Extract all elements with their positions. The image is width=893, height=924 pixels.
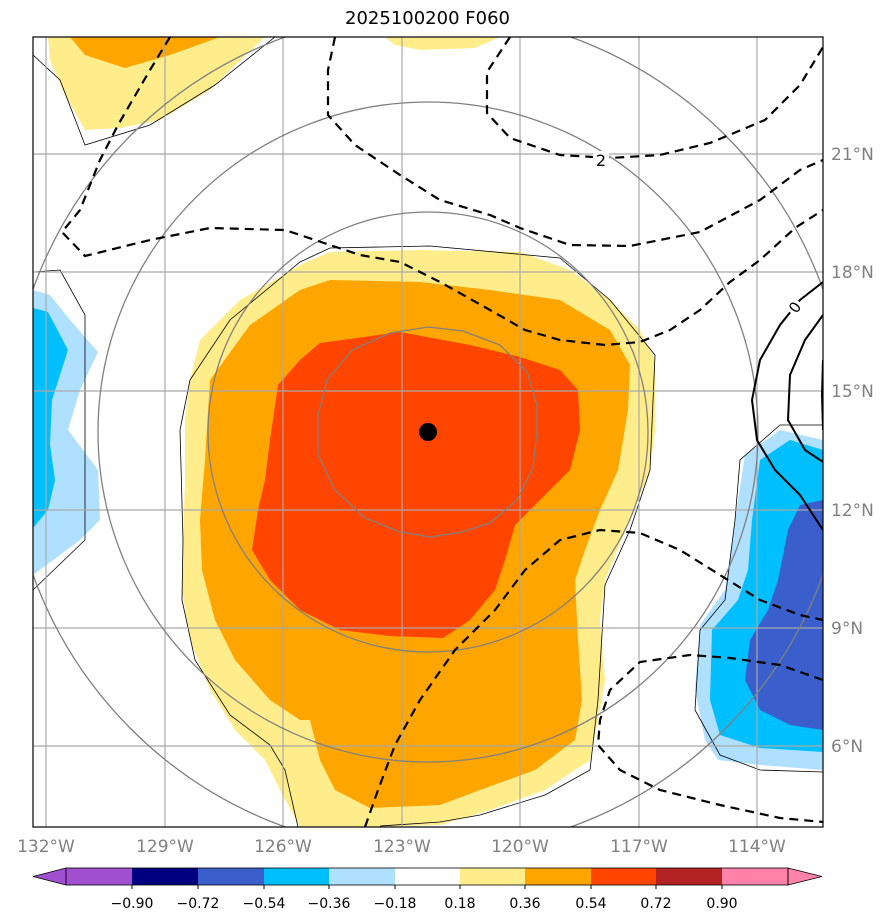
lon-tick-label: 126°W [254, 837, 312, 857]
colorbar-segment [722, 868, 788, 885]
colorbar-outline [65, 867, 789, 886]
colorbar-segment [525, 868, 591, 885]
colorbar-segment [264, 868, 329, 885]
lat-tick-label: 6°N [831, 737, 863, 757]
colorbar-label: 0.18 [444, 896, 475, 912]
map-plot-area [33, 37, 823, 827]
colorbar-labels: −0.90 −0.72 −0.54 −0.36 −0.18 0.18 0.36 … [111, 896, 738, 912]
lat-tick-label: 21°N [831, 145, 874, 165]
lon-tick-label: 132°W [17, 837, 75, 857]
shade-left-blue [33, 308, 68, 528]
lon-tick-labels: 132°W 129°W 126°W 123°W 120°W 117°W 114°… [17, 837, 786, 857]
colorbar-label: −0.90 [111, 896, 154, 912]
colorbar-extend-low [32, 867, 67, 886]
colorbar-segment [329, 868, 395, 885]
lat-tick-label: 18°N [831, 263, 874, 283]
colorbar-segment [656, 868, 722, 885]
thin-outlines [33, 37, 823, 827]
colorbar-segment [395, 868, 460, 885]
lon-tick-label: 123°W [373, 837, 431, 857]
colorbar-segment [460, 868, 525, 885]
lon-tick-label: 129°W [136, 837, 194, 857]
colorbar-label: 0.72 [640, 896, 671, 912]
shade-center-red [252, 332, 580, 638]
colorbar-label: 0.90 [706, 896, 737, 912]
colorbar-segment [66, 868, 132, 885]
colorbar-label: 0.36 [509, 896, 540, 912]
colorbar-label: 0.54 [575, 896, 606, 912]
graticule [33, 37, 823, 827]
lat-tick-label: 9°N [831, 619, 863, 639]
figure-title: 2025100200 F060 [345, 8, 510, 29]
lon-tick-label: 114°W [728, 837, 786, 857]
colorbar-segment [132, 868, 198, 885]
shade-topleft-orange [70, 37, 220, 68]
lat-tick-labels: 21°N 18°N 15°N 12°N 9°N 6°N [831, 145, 874, 757]
range-circles [33, 37, 823, 827]
lon-tick-label: 120°W [491, 837, 549, 857]
colorbar-label: −0.18 [374, 896, 417, 912]
map-frame [32, 36, 824, 828]
colorbar-label: −0.54 [243, 896, 286, 912]
colorbar [32, 867, 823, 889]
shade-top-yellow [385, 37, 500, 50]
lat-tick-label: 15°N [831, 382, 874, 402]
contour-label-2: 2 [596, 151, 606, 170]
colorbar-segment [198, 868, 264, 885]
colorbar-segment [591, 868, 656, 885]
colorbar-extend-high [787, 867, 823, 886]
lon-tick-label: 117°W [610, 837, 668, 857]
lat-tick-label: 12°N [831, 501, 874, 521]
storm-center-dot [419, 423, 437, 441]
dashed-contours [60, 37, 823, 827]
colorbar-label: −0.36 [308, 896, 351, 912]
colorbar-label: −0.72 [177, 896, 220, 912]
